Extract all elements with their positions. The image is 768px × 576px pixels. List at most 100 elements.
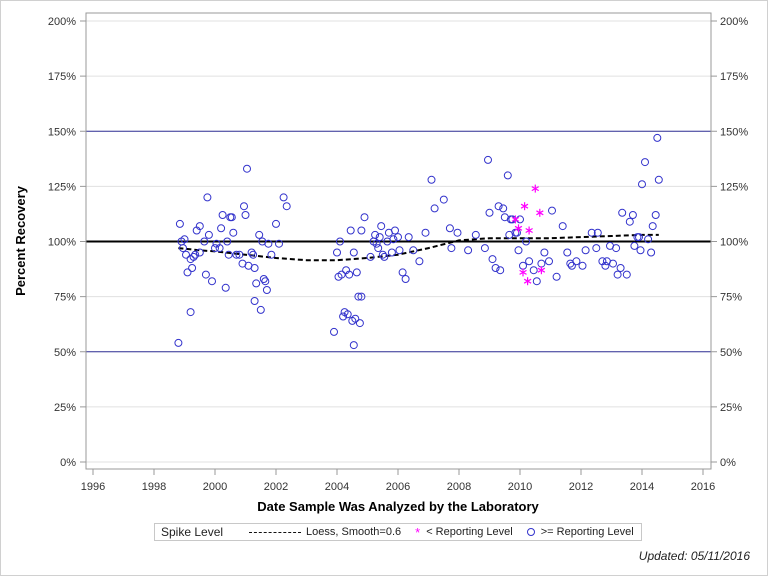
y-axis-title: Percent Recovery <box>13 185 28 296</box>
circle-point <box>203 193 212 202</box>
circle-point <box>427 175 436 184</box>
circle-point <box>345 270 354 279</box>
circle-point <box>378 250 387 259</box>
y-tick-label-right: 50% <box>720 347 742 359</box>
y-axis-right: 0% 25% 50% 75% 100% 125% 150% 175% 200% <box>711 16 748 469</box>
star-stroke <box>514 225 523 231</box>
circle-point <box>651 211 660 219</box>
circle-point <box>572 257 581 266</box>
circle-point <box>252 279 261 288</box>
circle-point <box>357 292 366 301</box>
x-tick-label: 1996 <box>81 481 105 493</box>
star-stroke <box>525 227 533 234</box>
circle-point <box>453 228 462 237</box>
y-tick-label-right: 175% <box>720 71 748 83</box>
circle-point <box>366 252 375 261</box>
circle-point <box>503 171 512 180</box>
circle-point <box>613 270 622 279</box>
circle-point <box>343 310 352 319</box>
circle-point <box>395 246 404 255</box>
x-axis: 1996 1998 2000 2002 2004 2006 2008 2010 2012 2014… <box>81 469 715 493</box>
circle-point <box>256 305 265 314</box>
circle-point <box>654 175 663 184</box>
circle-point <box>622 270 631 279</box>
circle-point <box>217 224 226 233</box>
circle-point <box>208 277 216 286</box>
circle-point <box>525 257 534 266</box>
star-point <box>525 226 533 235</box>
y-axis-left: 0% 25% 50% 75% 100% 125% 150% 175% 200% <box>48 16 86 469</box>
circle-point <box>249 250 258 259</box>
circle-point <box>641 158 649 167</box>
circle-point <box>336 237 344 246</box>
circle-point <box>191 250 200 259</box>
star-stroke <box>537 267 546 273</box>
circle-point <box>223 237 232 246</box>
circle-point <box>522 237 531 246</box>
circle-point <box>224 250 233 259</box>
circle-point <box>398 268 407 277</box>
circle-point <box>200 237 209 246</box>
x-tick-label: 2016 <box>691 481 715 493</box>
circle-point <box>371 230 380 239</box>
star-point <box>520 202 529 211</box>
star-point <box>511 215 520 224</box>
circle-point <box>215 244 224 253</box>
circle-point <box>587 228 596 237</box>
circle-point <box>480 244 489 253</box>
circle-point <box>516 215 524 224</box>
circle-point <box>275 239 283 248</box>
y-tick-label-left: 75% <box>54 292 76 304</box>
circle-point <box>179 244 187 253</box>
circle-point <box>618 208 627 217</box>
circle-point <box>638 180 646 189</box>
circle-point <box>625 217 634 226</box>
y-tick-label-left: 50% <box>54 347 76 359</box>
circle-point <box>404 233 413 242</box>
circle-point <box>204 230 213 239</box>
star-stroke <box>531 186 540 192</box>
circle-point <box>496 266 505 275</box>
legend: Spike Level Loess, Smooth=0.6 * < Report… <box>154 523 642 541</box>
y-tick-label-right: 25% <box>720 402 742 414</box>
circle-point <box>485 208 494 217</box>
circle-point <box>633 233 642 242</box>
circle-point <box>352 268 361 277</box>
legend-circle-label: >= Reporting Level <box>540 526 634 538</box>
circle-point <box>387 248 396 257</box>
circle-point <box>514 246 523 255</box>
circle-point <box>255 230 264 239</box>
circle-point <box>218 211 227 219</box>
circle-point <box>357 226 366 235</box>
circle-point <box>612 244 621 253</box>
circle-point <box>394 233 402 242</box>
circle-point <box>360 213 369 222</box>
circle-point <box>430 204 439 213</box>
x-tick-label: 2008 <box>447 481 471 493</box>
loess-curve <box>178 233 659 262</box>
circle-point <box>415 257 424 266</box>
star-stroke <box>511 216 520 222</box>
circle-point <box>421 228 430 237</box>
loess-dash-icon <box>249 531 302 533</box>
circle-point <box>628 211 637 219</box>
circle-point <box>351 314 360 323</box>
circle-point <box>188 264 197 272</box>
circle-point <box>279 193 288 202</box>
star-stroke <box>520 203 529 209</box>
circle-point <box>439 195 448 204</box>
circle-point <box>374 244 383 253</box>
circle-point <box>240 202 248 211</box>
legend-loess-label: Loess, Smooth=0.6 <box>306 526 402 538</box>
circle-point <box>630 241 639 250</box>
circle-point <box>211 244 219 253</box>
circle-point <box>243 164 251 173</box>
circle-point <box>609 259 617 268</box>
circle-point <box>647 248 656 257</box>
circle-point <box>389 235 398 244</box>
circle-point <box>282 202 291 211</box>
circle-point <box>464 246 473 255</box>
circle-point <box>499 204 508 213</box>
circle-point <box>537 259 546 268</box>
